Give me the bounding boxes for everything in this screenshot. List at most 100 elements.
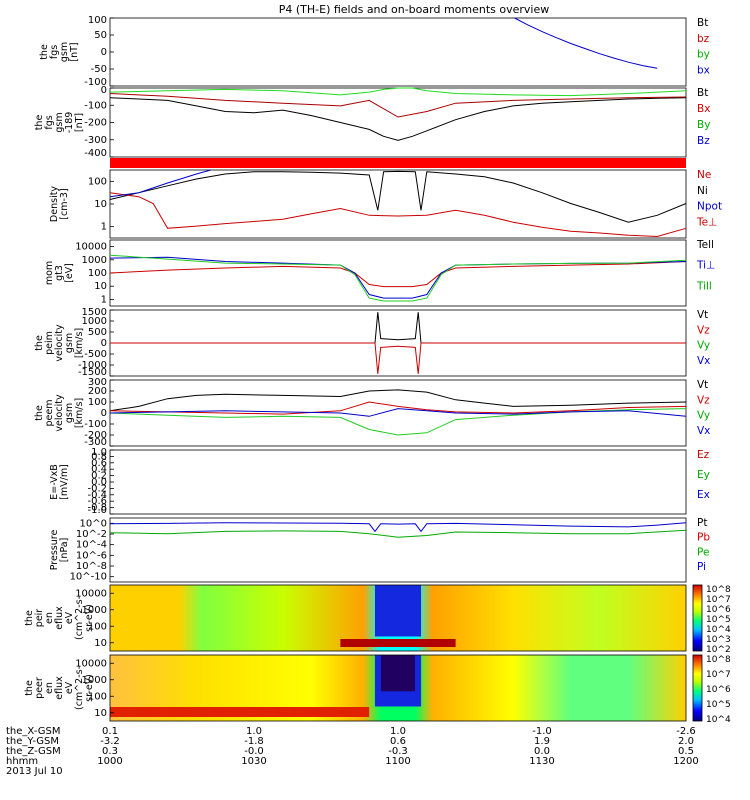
y-tick-label: 1500 (82, 307, 107, 318)
panel-frame (109, 584, 687, 652)
y-tick-label: 10000 (75, 588, 107, 599)
y-axis-label-line: fgs (49, 45, 60, 59)
series-line-bt (109, 97, 687, 141)
legend-entry: bz (697, 33, 710, 45)
panel-frame (109, 654, 687, 722)
panel-flag-bar (110, 158, 686, 168)
colorbar-ion-bar (692, 584, 703, 652)
legend-entry: Pb (697, 532, 710, 544)
legend-entry: Till (696, 280, 712, 292)
y-axis-label-line: the (24, 610, 35, 626)
legend-entry: Bt (697, 87, 708, 99)
y-tick-label: 0.4 (91, 464, 107, 475)
y-tick-label: 10^-8 (76, 561, 107, 572)
series-line-pi (109, 522, 687, 533)
panel-frame (109, 17, 687, 87)
y-axis-label-line: eflux (54, 676, 65, 700)
legend-entry: Vt (697, 309, 708, 321)
x-row-label: the_Z-GSM (6, 746, 61, 757)
colorbar-tick-label: 10^5 (706, 700, 731, 710)
y-tick-label: 0 (101, 338, 107, 349)
y-axis-label-line: (cm^2-s- (74, 596, 85, 640)
y-tick-label: -300 (84, 135, 107, 146)
y-tick-label: 100 (88, 15, 107, 26)
y-tick-label: 10000 (75, 658, 107, 669)
y-tick-label: 100 (88, 176, 107, 187)
heatmap-core-dark (380, 655, 416, 692)
x-row-value: 0.0 (534, 746, 550, 757)
y-tick-label: 1000 (82, 605, 107, 616)
y-axis-label-line: [cm-3] (59, 188, 70, 219)
x-row-value: -0.3 (388, 746, 408, 757)
x-row-value: 1100 (385, 756, 410, 767)
y-axis-label-line: [eV] (64, 263, 75, 283)
legend-entry: Vx (697, 425, 710, 437)
x-row-value: 2.0 (678, 736, 694, 747)
heatmap-core (374, 585, 422, 637)
series-line-ne (109, 192, 687, 238)
colorbar-tick-label: 10^6 (706, 605, 731, 615)
series-line-te (109, 261, 687, 288)
colorbar-tick-label: 10^3 (706, 635, 731, 645)
y-axis-label-line: [km/s] (74, 328, 85, 358)
x-row-value: 0.3 (102, 746, 118, 757)
legend-entry: Ni (697, 185, 708, 197)
y-tick-label: -200 (84, 118, 107, 129)
y-tick-label: 10^0 (80, 518, 107, 529)
y-axis-label-line: gsm (59, 42, 70, 62)
y-axis-label-line: sr-eV) (84, 604, 95, 632)
x-row-value: 0.5 (678, 746, 694, 757)
legend-entry: Vt (697, 379, 708, 391)
y-tick-label: -500 (84, 349, 107, 360)
panel-frame (109, 239, 687, 307)
series-line-vt (109, 389, 687, 412)
panel-fgs-89: 0 -100 -200 -300 -400 the fgs gsm -189 [nT] Bt Bx By… (34, 85, 710, 159)
legend-entry: Ey (697, 469, 710, 481)
legend-entry: By (697, 119, 710, 131)
panel-frame (109, 449, 687, 515)
x-date-label: 2013 Jul 10 (6, 766, 63, 777)
y-tick-label: -50 (91, 64, 107, 75)
y-axis-label-line: the (24, 680, 35, 696)
y-tick-label: -100 (84, 100, 107, 111)
y-tick-label: 100 (88, 397, 107, 408)
y-tick-label: 10 (94, 199, 107, 210)
y-axis-label-line: sr-eV) (84, 674, 95, 702)
y-tick-label: 100 (88, 691, 107, 702)
y-axis-label-line: Pressure (49, 530, 60, 571)
y-axis-label-line: (cm^2-s- (74, 666, 85, 710)
colorbar-tick-label: 10^4 (706, 625, 731, 635)
panel-fgs: 100 50 0 -50 -100 the fgs gsm [nT] Bt bz by bx (39, 15, 710, 88)
y-tick-label: 0 (101, 85, 107, 96)
legend-entry: Vz (697, 394, 710, 406)
colorbar-tick-label: 10^6 (706, 685, 731, 695)
colorbar-tick-label: 10^5 (706, 615, 731, 625)
x-row-value: -2.6 (676, 726, 696, 737)
y-tick-label: -0.2 (87, 483, 107, 494)
series-line-till (109, 254, 687, 302)
series-line-bx (109, 93, 687, 118)
y-tick-label: 10 (94, 708, 107, 719)
y-axis-label-line: fgs (44, 115, 55, 129)
y-tick-label: 1 (101, 222, 107, 233)
legend-entry: Vy (697, 410, 710, 422)
legend-entry: Pt (697, 517, 707, 529)
panel-e-field: 1.00.80.60.40.20.0-0.2-0.4-0.6-0.8-1.0 E=… (49, 447, 710, 516)
series-line-vx (109, 408, 687, 417)
legend-entry: Bx (697, 103, 710, 115)
series-line-npot (109, 169, 211, 198)
y-axis-label-line: Density (49, 186, 60, 222)
y-axis-label-line: the (34, 335, 45, 351)
series-line-vz (109, 401, 687, 415)
y-tick-label: 0.2 (91, 471, 107, 482)
legend-entry: Ez (697, 449, 710, 461)
colorbar-electron-bar (692, 654, 703, 722)
y-axis-label-line: peim (44, 331, 55, 355)
y-tick-label: 10000 (75, 242, 107, 253)
colorbar-tick-label: 10^7 (706, 670, 731, 680)
y-tick-label: -1000 (78, 360, 107, 371)
x-axis-annotation: the_X-GSM 0.1 1.0 1.0 -1.0 -2.6 the_Y-GSM -3.2 -… (6, 726, 699, 777)
